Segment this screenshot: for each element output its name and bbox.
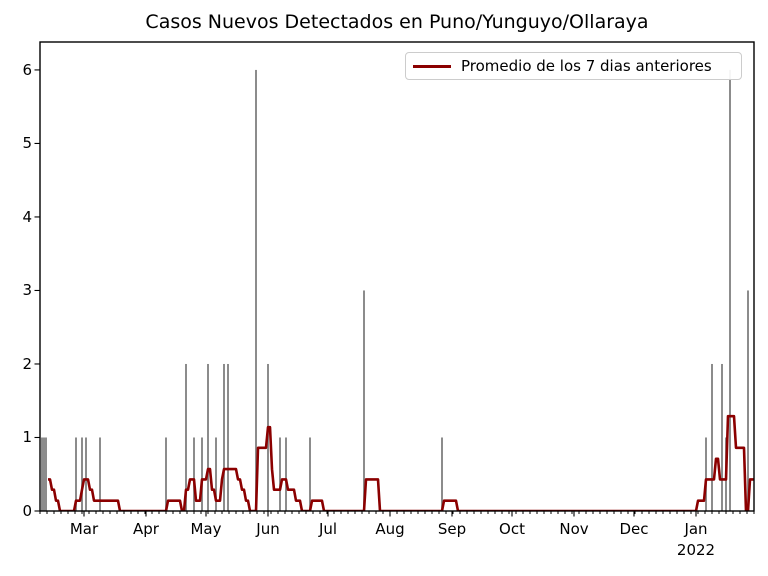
case-bar (81, 437, 83, 511)
legend-line-swatch (413, 64, 451, 68)
y-tick-label: 3 (22, 281, 32, 300)
y-tick-label: 1 (22, 428, 32, 447)
case-bar (85, 437, 87, 511)
y-tick-label: 0 (22, 502, 32, 520)
case-bar (747, 290, 749, 511)
case-bar (215, 437, 217, 511)
x-tick-label: Aug (375, 520, 405, 538)
case-bar (41, 437, 43, 511)
x-year-label: 2022 (676, 541, 716, 559)
x-tick-label: Nov (559, 520, 589, 538)
case-bar (43, 437, 45, 511)
y-tick-label: 2 (22, 354, 32, 373)
legend: Promedio de los 7 dias anteriores (405, 52, 742, 80)
x-tick-label: May (190, 520, 222, 538)
y-tick-label: 6 (22, 60, 32, 79)
case-bar (165, 437, 167, 511)
case-bar (285, 437, 287, 511)
average-line (48, 414, 754, 511)
x-tick-label: Jun (256, 520, 280, 538)
x-tick-label: Apr (133, 520, 159, 538)
case-bar (185, 363, 187, 511)
x-tick-label: Dec (619, 520, 649, 538)
x-tick-label: Sep (437, 520, 467, 538)
case-bar (441, 437, 443, 511)
case-bar (309, 437, 311, 511)
case-bar (279, 437, 281, 511)
case-bar (207, 363, 209, 511)
y-tick-label: 4 (22, 207, 32, 226)
x-tick-label: Jul (318, 520, 338, 538)
case-bar (201, 437, 203, 511)
y-tick-label: 5 (22, 134, 32, 153)
case-bar (721, 363, 723, 511)
x-tick-label: Mar (69, 520, 99, 538)
case-bar (363, 290, 365, 511)
case-bar (729, 69, 731, 511)
chart-title: Casos Nuevos Detectados en Puno/Yunguyo/… (145, 11, 649, 33)
case-bar (99, 437, 101, 511)
case-bar (227, 363, 229, 511)
case-bar (45, 437, 47, 511)
plot-frame (39, 41, 755, 512)
case-bar (705, 437, 707, 511)
case-bar (223, 363, 225, 511)
case-bar (711, 363, 713, 511)
x-tick-label: Jan (684, 520, 708, 538)
case-bar (193, 437, 195, 511)
x-tick-label: Oct (499, 520, 525, 538)
case-bar (255, 69, 257, 511)
case-bar (75, 437, 77, 511)
legend-label: Promedio de los 7 dias anteriores (461, 57, 712, 75)
